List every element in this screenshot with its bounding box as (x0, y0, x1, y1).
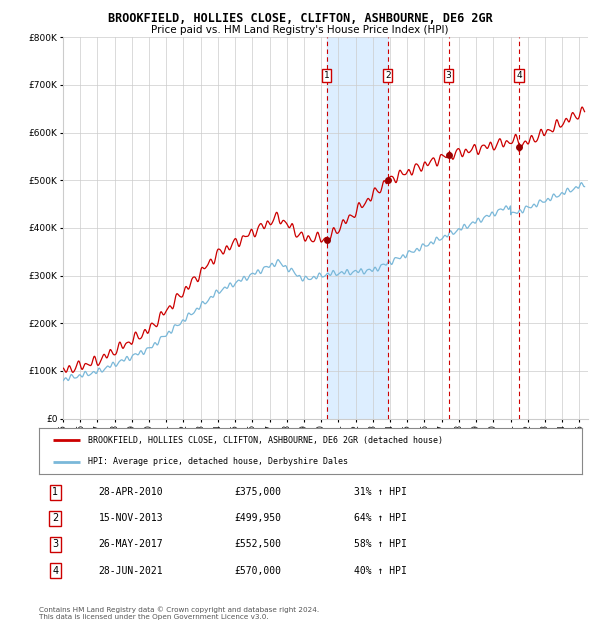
Bar (327, 37, 388, 418)
Text: 3: 3 (52, 539, 58, 549)
Text: £499,950: £499,950 (235, 513, 281, 523)
Text: £570,000: £570,000 (235, 565, 281, 575)
Text: 3: 3 (446, 71, 451, 80)
Text: £375,000: £375,000 (235, 487, 281, 497)
Text: 2: 2 (52, 513, 58, 523)
Text: 15-NOV-2013: 15-NOV-2013 (99, 513, 163, 523)
Text: HPI: Average price, detached house, Derbyshire Dales: HPI: Average price, detached house, Derb… (88, 457, 348, 466)
Text: 64% ↑ HPI: 64% ↑ HPI (354, 513, 407, 523)
Text: 4: 4 (516, 71, 522, 80)
Text: 4: 4 (52, 565, 58, 575)
Text: 31% ↑ HPI: 31% ↑ HPI (354, 487, 407, 497)
Text: BROOKFIELD, HOLLIES CLOSE, CLIFTON, ASHBOURNE, DE6 2GR: BROOKFIELD, HOLLIES CLOSE, CLIFTON, ASHB… (107, 12, 493, 25)
Text: 1: 1 (52, 487, 58, 497)
Text: Contains HM Land Registry data © Crown copyright and database right 2024.
This d: Contains HM Land Registry data © Crown c… (39, 606, 319, 620)
Text: 2: 2 (385, 71, 391, 80)
Text: 28-JUN-2021: 28-JUN-2021 (99, 565, 163, 575)
Text: 28-APR-2010: 28-APR-2010 (99, 487, 163, 497)
Text: 40% ↑ HPI: 40% ↑ HPI (354, 565, 407, 575)
Text: Price paid vs. HM Land Registry's House Price Index (HPI): Price paid vs. HM Land Registry's House … (151, 25, 449, 35)
Text: £552,500: £552,500 (235, 539, 281, 549)
Text: 26-MAY-2017: 26-MAY-2017 (99, 539, 163, 549)
Text: 1: 1 (324, 71, 329, 80)
Text: 58% ↑ HPI: 58% ↑ HPI (354, 539, 407, 549)
Text: BROOKFIELD, HOLLIES CLOSE, CLIFTON, ASHBOURNE, DE6 2GR (detached house): BROOKFIELD, HOLLIES CLOSE, CLIFTON, ASHB… (88, 436, 443, 445)
